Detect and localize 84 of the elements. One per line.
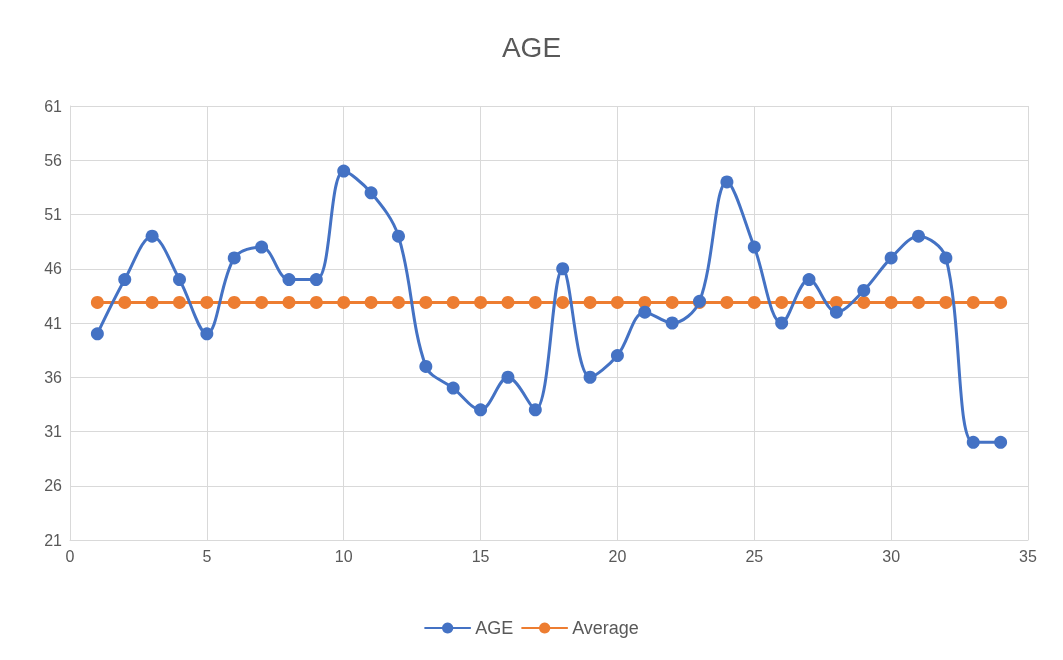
point bbox=[309, 295, 323, 309]
x-tick-label: 15 bbox=[471, 547, 490, 565]
point bbox=[829, 305, 843, 319]
point bbox=[364, 295, 378, 309]
point bbox=[747, 295, 761, 309]
point bbox=[391, 229, 405, 243]
point bbox=[802, 273, 816, 287]
point bbox=[556, 295, 570, 309]
point bbox=[501, 295, 515, 309]
y-tick-label: 51 bbox=[44, 206, 63, 223]
legend-label: Average bbox=[572, 618, 639, 638]
point bbox=[227, 251, 241, 265]
point bbox=[173, 273, 186, 287]
point bbox=[802, 295, 816, 309]
point bbox=[391, 295, 405, 309]
point bbox=[200, 327, 214, 341]
point bbox=[145, 295, 159, 309]
point bbox=[528, 295, 542, 309]
point bbox=[255, 295, 269, 309]
point bbox=[90, 295, 104, 309]
point bbox=[364, 186, 378, 200]
point bbox=[145, 229, 159, 243]
point bbox=[337, 295, 351, 309]
point bbox=[282, 273, 296, 287]
x-tick-label: 25 bbox=[745, 547, 764, 565]
point bbox=[966, 295, 980, 309]
point bbox=[994, 295, 1008, 309]
point bbox=[665, 295, 679, 309]
y-tick-label: 26 bbox=[44, 477, 63, 495]
point bbox=[884, 251, 898, 265]
point bbox=[994, 435, 1008, 449]
point bbox=[118, 295, 132, 309]
point bbox=[665, 316, 679, 330]
x-tick-label: 30 bbox=[882, 547, 901, 565]
point bbox=[255, 240, 269, 254]
point bbox=[720, 175, 734, 189]
point bbox=[638, 305, 652, 319]
chart-title: AGE bbox=[501, 31, 562, 63]
point bbox=[912, 229, 926, 243]
point bbox=[200, 295, 214, 309]
point bbox=[610, 295, 624, 309]
y-tick-label: 31 bbox=[44, 423, 63, 440]
x-tick-label: 10 bbox=[334, 547, 353, 565]
point bbox=[747, 240, 761, 254]
point bbox=[583, 370, 597, 384]
y-tick-label: 61 bbox=[44, 97, 63, 115]
point bbox=[282, 295, 296, 309]
point bbox=[857, 283, 871, 297]
point bbox=[939, 295, 953, 309]
x-tick-label: 35 bbox=[1019, 547, 1037, 565]
x-tick-label: 5 bbox=[202, 547, 212, 565]
point bbox=[912, 295, 926, 309]
point bbox=[474, 295, 488, 309]
point bbox=[309, 273, 323, 287]
point bbox=[556, 262, 570, 276]
point bbox=[884, 295, 898, 309]
point bbox=[966, 435, 980, 449]
point bbox=[173, 295, 186, 309]
point bbox=[446, 295, 460, 309]
point bbox=[118, 273, 132, 287]
y-tick-label: 21 bbox=[44, 531, 63, 549]
point bbox=[419, 359, 433, 373]
point bbox=[583, 295, 597, 309]
point bbox=[90, 327, 104, 341]
y-tick-label: 46 bbox=[44, 260, 63, 278]
point bbox=[720, 295, 734, 309]
point bbox=[610, 349, 624, 363]
point bbox=[528, 403, 542, 417]
point bbox=[446, 381, 460, 395]
point bbox=[227, 295, 241, 309]
point bbox=[775, 316, 789, 330]
y-tick-label: 36 bbox=[44, 368, 63, 386]
point bbox=[474, 403, 488, 417]
legend-label: AGE bbox=[475, 618, 514, 638]
point bbox=[501, 370, 515, 384]
x-tick-label: 0 bbox=[65, 547, 75, 565]
y-tick-label: 41 bbox=[44, 314, 63, 332]
point bbox=[337, 164, 351, 178]
point bbox=[857, 295, 871, 309]
x-tick-label: 20 bbox=[608, 547, 627, 565]
y-tick-label: 56 bbox=[44, 151, 63, 169]
point bbox=[419, 295, 433, 309]
point bbox=[775, 295, 789, 309]
point bbox=[939, 251, 953, 265]
